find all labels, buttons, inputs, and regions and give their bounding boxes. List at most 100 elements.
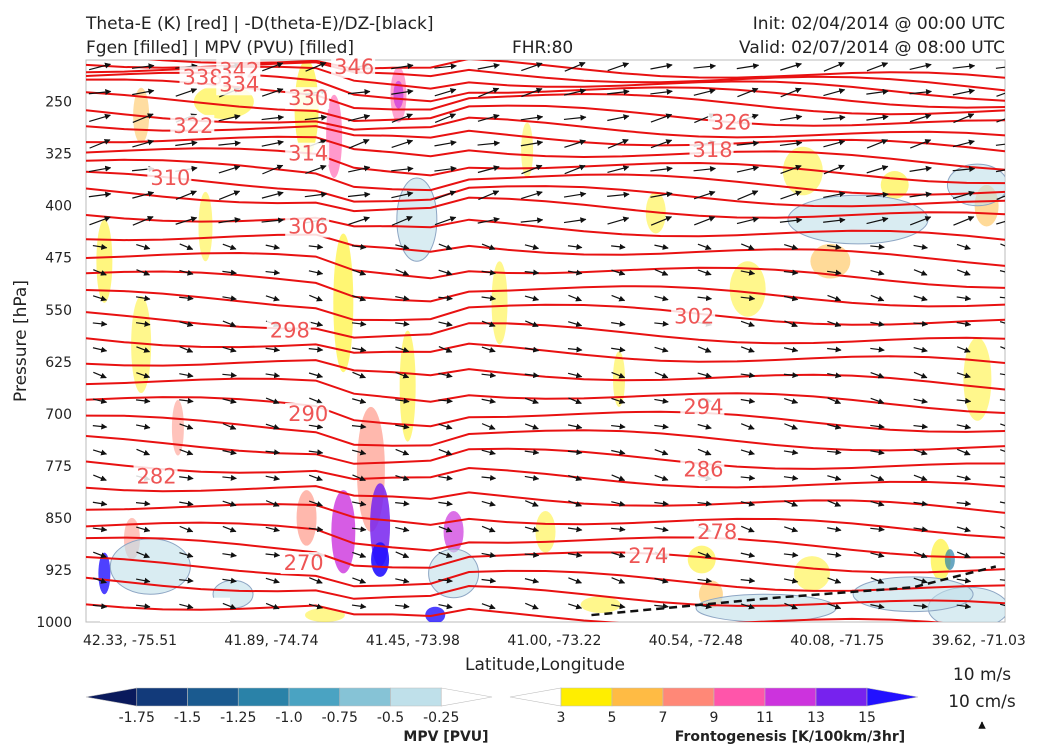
wind-vector (395, 500, 410, 507)
wind-vector (305, 164, 327, 175)
wind-vector (654, 474, 669, 482)
wind-vector (611, 526, 626, 533)
wind-vector (784, 243, 799, 250)
wind-vector (222, 372, 237, 379)
wind-vector (351, 346, 367, 353)
fgen-colorbar-tick: 9 (710, 710, 719, 726)
contour-label-bg (285, 87, 330, 110)
wind-vector (956, 448, 971, 456)
wind-vector (524, 551, 540, 558)
wind-vector (607, 114, 630, 122)
wind-vector (261, 217, 285, 224)
wind-vector (999, 603, 1005, 607)
wind-vector (265, 602, 280, 610)
wind-vector (352, 474, 366, 482)
reference-vector-vertical: 10 cm/s (948, 692, 1016, 712)
forecast-hour: FHR:80 (512, 38, 574, 58)
wind-vector (607, 165, 630, 174)
wind-vector (740, 269, 756, 276)
wind-vector (654, 346, 669, 353)
wind-vector (866, 62, 889, 72)
reference-vector-horizontal: 10 m/s (953, 665, 1011, 685)
wind-vector (92, 577, 107, 584)
wind-vector (780, 62, 802, 71)
wind-vector (135, 295, 151, 302)
wind-vector (521, 164, 543, 175)
wind-vector (395, 603, 410, 610)
wind-vector (179, 500, 194, 507)
wind-vector (956, 500, 972, 507)
wind-vector (740, 397, 756, 404)
wind-vector (222, 449, 237, 456)
wind-vector (179, 269, 194, 276)
wind-vector (870, 474, 885, 482)
y-tick-label: 925 (45, 563, 72, 579)
wind-vector (650, 113, 673, 123)
theta-e-line (86, 359, 1005, 391)
wind-vector (478, 87, 500, 98)
wind-vector (780, 190, 802, 200)
contour-label-bg (680, 458, 725, 481)
theta-e-label: 310 (150, 166, 190, 190)
wind-vector (395, 295, 410, 302)
wind-vector (477, 113, 500, 122)
wind-vector (347, 89, 371, 96)
wind-vector (611, 577, 626, 584)
wind-vector (956, 397, 972, 404)
wind-vector (607, 139, 629, 149)
wind-vector (222, 320, 237, 328)
wind-vector (563, 191, 587, 198)
wind-vector (784, 320, 798, 328)
wind-vector (870, 577, 885, 584)
mpv-region (428, 548, 480, 599)
fill-region (944, 549, 955, 570)
wind-vector (784, 500, 798, 507)
wind-vector (999, 373, 1005, 376)
wind-vector (654, 603, 669, 610)
wind-vector (524, 346, 540, 353)
wind-vector (866, 88, 889, 95)
wind-vector (136, 448, 150, 456)
wind-vector (736, 165, 759, 173)
wind-vector (784, 397, 799, 405)
wind-vector (564, 88, 587, 96)
wind-vector (351, 320, 367, 327)
wind-vector (308, 449, 324, 456)
wind-vector (650, 62, 673, 70)
wind-vector (351, 500, 367, 507)
wind-vector (697, 577, 713, 584)
wind-vector (89, 139, 111, 149)
contour-label-bg (280, 552, 325, 575)
wind-vector (222, 500, 237, 507)
wind-vector (395, 448, 410, 456)
wind-vector (525, 602, 539, 610)
wind-vector (611, 500, 626, 507)
wind-vector (996, 118, 1005, 123)
wind-vector (391, 88, 414, 95)
wind-vector (697, 603, 712, 610)
wind-vector (308, 243, 324, 250)
theta-e-line (86, 603, 944, 622)
wind-vector (737, 87, 759, 98)
wind-vector (179, 552, 194, 559)
theta-e-line (86, 503, 1005, 539)
wind-vector (567, 423, 583, 430)
wind-vector (823, 217, 846, 224)
wind-vector (351, 243, 367, 250)
wind-vector (265, 475, 280, 481)
wind-vector (740, 423, 755, 430)
wind-vector (352, 577, 367, 584)
wind-vector (999, 579, 1005, 581)
wind-vector (135, 577, 151, 584)
theta-e-label: 294 (683, 395, 723, 419)
fill-region (399, 330, 416, 442)
wind-vector (481, 603, 496, 610)
wind-vector (697, 500, 713, 507)
wind-vector (309, 294, 323, 302)
wind-vector (261, 114, 285, 121)
wind-vector (870, 346, 885, 353)
wind-vector (783, 372, 799, 379)
y-tick-label: 1000 (36, 615, 72, 631)
theta-e-line (86, 396, 1005, 433)
wind-vector (870, 552, 885, 559)
